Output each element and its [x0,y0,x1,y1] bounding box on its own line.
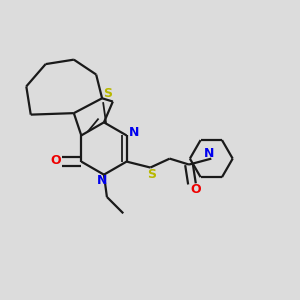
Text: S: S [147,168,156,181]
Text: O: O [190,183,201,196]
Text: S: S [103,87,112,100]
Text: O: O [50,154,61,167]
Text: N: N [204,147,214,160]
Text: N: N [129,126,139,139]
Text: N: N [97,173,108,187]
